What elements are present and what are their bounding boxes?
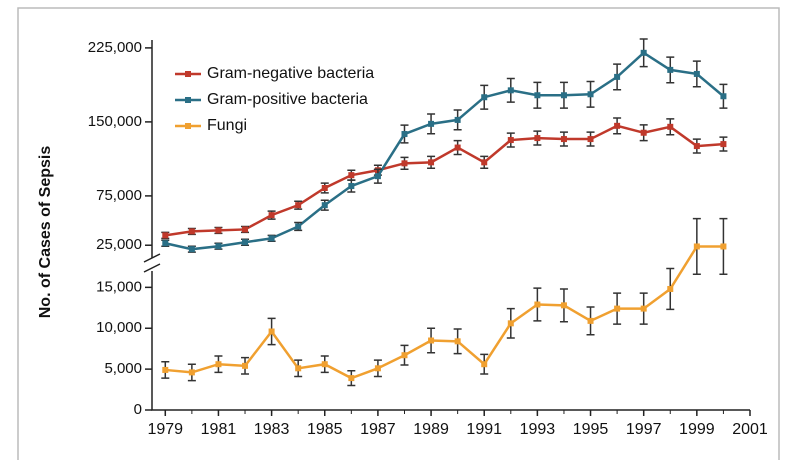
data-point — [242, 226, 249, 233]
series-line — [165, 124, 724, 237]
data-point — [188, 369, 195, 376]
x-tick-label: 1989 — [413, 421, 449, 438]
data-point — [374, 173, 381, 180]
data-point — [481, 159, 488, 166]
x-tick-label: 1987 — [360, 421, 396, 438]
data-point — [640, 305, 647, 312]
data-point — [693, 70, 700, 77]
data-point — [614, 73, 621, 80]
x-tick-label: 1999 — [679, 421, 715, 438]
data-point — [268, 328, 275, 335]
legend-marker — [185, 97, 191, 103]
y2-tick-label: 5,000 — [104, 360, 142, 377]
y-tick-label: 25,000 — [96, 236, 142, 253]
data-point — [534, 92, 541, 99]
data-point — [560, 302, 567, 309]
data-point — [481, 94, 488, 101]
data-point — [321, 361, 328, 368]
data-point — [534, 301, 541, 308]
data-point — [162, 232, 169, 239]
data-point — [374, 365, 381, 372]
data-point — [162, 240, 169, 247]
legend-label: Gram-negative bacteria — [207, 65, 374, 82]
data-point — [667, 66, 674, 73]
data-point — [188, 228, 195, 235]
data-point — [428, 159, 435, 166]
data-point — [348, 375, 355, 382]
data-point — [348, 172, 355, 179]
axis-break — [143, 253, 161, 273]
data-point — [587, 136, 594, 143]
legend-marker — [185, 71, 191, 77]
data-point — [640, 129, 647, 136]
x-tick-label: 1983 — [254, 421, 290, 438]
x-tick-label: 1995 — [573, 421, 609, 438]
data-point — [268, 235, 275, 242]
data-point — [321, 185, 328, 191]
series-line — [165, 245, 724, 380]
data-point — [162, 366, 169, 373]
data-point — [667, 123, 674, 130]
y-tick-label: 225,000 — [88, 39, 142, 56]
data-point — [454, 338, 461, 345]
data-point — [348, 183, 355, 190]
data-point — [614, 305, 621, 312]
data-point — [507, 87, 514, 94]
data-point — [295, 223, 302, 230]
data-point — [215, 227, 222, 234]
x-tick-label: 1993 — [520, 421, 556, 438]
data-point — [481, 361, 488, 368]
data-point — [454, 144, 461, 151]
x-tick-label: 1985 — [307, 421, 343, 438]
y2-tick-label: 15,000 — [96, 278, 142, 295]
data-point — [587, 317, 594, 324]
data-point — [428, 120, 435, 127]
data-point — [242, 239, 249, 246]
data-point — [215, 243, 222, 250]
data-point — [215, 361, 222, 368]
x-tick-label: 1979 — [147, 421, 183, 438]
data-point — [720, 93, 727, 100]
data-point — [401, 160, 408, 167]
data-point — [614, 122, 621, 129]
y-axis-label: No. of Cases of Sepsis — [37, 146, 54, 319]
data-point — [587, 91, 594, 98]
y-tick-label: 75,000 — [96, 187, 142, 204]
x-tick-label: 1981 — [201, 421, 237, 438]
data-point — [560, 136, 567, 143]
x-tick-label: 1991 — [466, 421, 502, 438]
legend-label: Fungi — [207, 117, 247, 134]
series-line — [165, 51, 725, 251]
y-tick-label: 150,000 — [88, 113, 142, 130]
data-point — [507, 137, 514, 144]
data-point — [401, 131, 408, 138]
legend-marker — [185, 123, 191, 129]
data-point — [693, 143, 700, 150]
data-point — [693, 243, 700, 250]
data-point — [454, 116, 461, 123]
data-point — [242, 362, 249, 369]
data-point — [321, 202, 328, 209]
data-point — [428, 337, 435, 344]
data-point — [640, 49, 647, 56]
data-point — [720, 141, 727, 148]
data-point — [720, 243, 727, 250]
data-point — [295, 365, 302, 372]
data-point — [401, 352, 408, 359]
legend-label: Gram-positive bacteria — [207, 91, 368, 108]
x-tick-label: 2001 — [732, 421, 768, 438]
y2-tick-label: 10,000 — [96, 319, 142, 336]
y2-tick-label: 0 — [134, 401, 142, 418]
data-point — [268, 212, 275, 219]
data-point — [560, 92, 567, 99]
data-point — [507, 320, 514, 327]
data-point — [667, 285, 674, 292]
frame — [17, 7, 780, 460]
data-point — [188, 246, 195, 253]
x-tick-label: 1997 — [626, 421, 662, 438]
data-point — [295, 202, 302, 209]
data-point — [534, 135, 541, 142]
